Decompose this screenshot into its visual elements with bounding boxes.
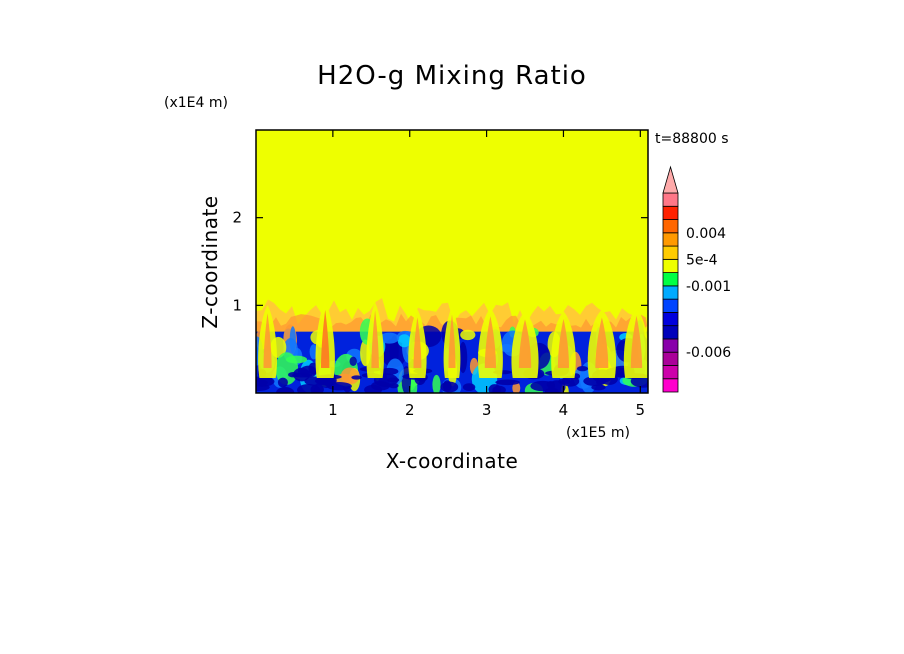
y-axis-label: Z-coordinate <box>198 195 222 328</box>
field-blob <box>488 384 502 393</box>
plume-core <box>518 319 532 368</box>
x-tick-label: 3 <box>482 401 492 419</box>
field-blob <box>293 367 310 382</box>
plume-core <box>263 313 272 368</box>
field-blob <box>583 376 607 386</box>
field-blob <box>276 387 295 393</box>
plume-core <box>413 317 422 368</box>
time-label: t=88800 s <box>655 131 729 147</box>
x-tick-label: 5 <box>636 401 646 419</box>
chart-title: H2O-g Mixing Ratio <box>317 61 587 91</box>
x-unit-label: (x1E5 m) <box>566 425 630 441</box>
x-tick-label: 1 <box>328 401 338 419</box>
colorbar-swatch <box>662 351 679 366</box>
field-blob <box>397 334 411 348</box>
x-axis-label: X-coordinate <box>386 449 519 473</box>
field-blob <box>380 367 399 375</box>
colorbar-swatch <box>662 365 679 380</box>
x-axis: 1 2 3 4 5 <box>328 130 645 419</box>
field-blob <box>340 367 360 385</box>
field-blob <box>304 376 325 386</box>
field-blob <box>512 382 521 393</box>
field-blob <box>495 379 520 386</box>
plume-core <box>557 319 569 368</box>
field-blob <box>462 383 476 391</box>
colorbar-swatch <box>662 232 679 247</box>
plume-core <box>484 316 496 368</box>
plume-core <box>595 317 609 368</box>
moist-band-inner <box>256 313 648 332</box>
colorbar-label: -0.006 <box>686 345 731 361</box>
plot-frame <box>255 129 649 394</box>
colorbar-swatch <box>662 378 679 393</box>
plume-core <box>630 315 643 368</box>
colorbar-swatch <box>662 245 679 260</box>
colorbar-swatch <box>662 298 679 313</box>
colorbar-swatch <box>662 192 679 207</box>
field-blob <box>379 332 400 344</box>
field-blob <box>310 384 324 393</box>
plume-core <box>371 310 379 368</box>
colorbar-label: 5e-4 <box>686 252 718 268</box>
plot-area <box>256 130 648 393</box>
field-blob <box>351 375 362 380</box>
field-blob <box>401 366 411 393</box>
y-unit-label: (x1E4 m) <box>164 95 228 111</box>
field-blob <box>289 326 296 354</box>
colorbar-swatch <box>662 258 679 273</box>
colorbar-swatch <box>662 311 679 327</box>
x-tick-label: 4 <box>559 401 569 419</box>
colorbar-label: 0.004 <box>686 226 726 242</box>
field-blob <box>440 381 459 393</box>
colorbar-swatch <box>662 205 679 220</box>
plume-core <box>321 309 330 368</box>
colorbar-swatch <box>662 272 679 287</box>
colorbar: 0.004 5e-4 -0.001 -0.006 <box>662 165 731 393</box>
contour-field <box>256 130 648 393</box>
field-blob <box>548 380 566 393</box>
colorbar-label: -0.001 <box>686 279 731 295</box>
field-blob <box>349 356 357 366</box>
plume-core <box>448 314 456 368</box>
x-tick-label: 2 <box>405 401 415 419</box>
field-blob <box>277 377 288 388</box>
field-blob <box>458 341 468 374</box>
field-blob <box>432 374 441 393</box>
colorbar-swatch <box>662 219 679 234</box>
field-blob <box>256 376 275 387</box>
field-blob <box>576 366 589 372</box>
colorbar-swatch <box>662 338 679 353</box>
y-tick-label: 2 <box>232 209 242 227</box>
y-axis: 12 <box>232 209 648 314</box>
y-tick-label: 1 <box>232 296 242 314</box>
colorbar-swatch <box>662 325 679 340</box>
colorbar-extend-arrow <box>662 165 679 194</box>
field-blob <box>460 329 476 341</box>
colorbar-swatch <box>662 285 679 300</box>
